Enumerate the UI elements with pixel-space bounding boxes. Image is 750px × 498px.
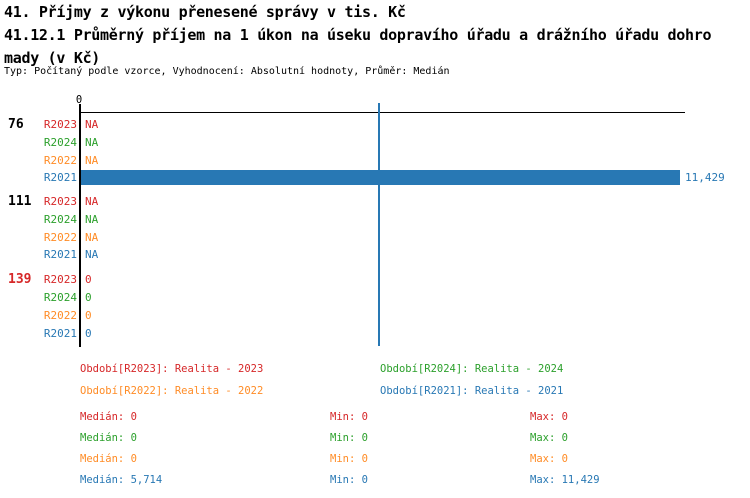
row-value: 0 <box>85 327 92 340</box>
stat-min-r2023: Min: 0 <box>330 411 368 423</box>
row-value: NA <box>85 231 99 244</box>
row-value: 0 <box>85 273 92 286</box>
chart-title-line1: 41. Příjmy z výkonu přenesené správy v t… <box>4 3 406 21</box>
median-guide-line <box>378 103 380 346</box>
stat-min-r2022: Min: 0 <box>330 453 368 465</box>
series-label: R2023 <box>43 195 77 208</box>
series-label: R2024 <box>43 213 77 226</box>
chart-row: R2022 NA <box>0 230 750 245</box>
series-label: R2021 <box>43 327 77 340</box>
chart-row: 111 R2023 NA <box>0 194 750 209</box>
legend-item-r2024: Období[R2024]: Realita - 2024 <box>380 363 564 375</box>
stat-max-r2024: Max: 0 <box>530 432 568 444</box>
row-value: NA <box>85 154 99 167</box>
row-value: 0 <box>85 291 92 304</box>
row-value: 0 <box>85 309 92 322</box>
series-label: R2022 <box>43 154 77 167</box>
legend-item-r2021: Období[R2021]: Realita - 2021 <box>380 385 564 397</box>
y-axis-line <box>79 104 81 347</box>
group-label-highlighted: 139 <box>8 272 32 287</box>
stat-median-r2022: Medián: 0 <box>80 453 137 465</box>
chart-title-line3: mady (v Kč) <box>4 49 101 67</box>
row-value: NA <box>85 213 99 226</box>
chart-row: R2021 0 <box>0 326 750 341</box>
stat-max-r2022: Max: 0 <box>530 453 568 465</box>
chart-row: 139 R2023 0 <box>0 272 750 287</box>
x-axis-line <box>80 112 685 113</box>
group-label: 111 <box>8 194 32 209</box>
series-label: R2024 <box>43 291 77 304</box>
row-value: NA <box>85 195 99 208</box>
chart-meta-line: Typ: Počítaný podle vzorce, Vyhodnocení:… <box>4 66 450 77</box>
series-label: R2022 <box>43 309 77 322</box>
value-bar <box>81 170 680 185</box>
stat-min-r2021: Min: 0 <box>330 474 368 486</box>
chart-row: R2024 NA <box>0 135 750 150</box>
stat-min-r2024: Min: 0 <box>330 432 368 444</box>
series-label: R2023 <box>43 273 77 286</box>
row-value: NA <box>85 118 99 131</box>
stat-median-r2023: Medián: 0 <box>80 411 137 423</box>
chart-row: R2022 NA <box>0 153 750 168</box>
chart-row: R2021 NA <box>0 247 750 262</box>
series-label: R2024 <box>43 136 77 149</box>
group-label: 76 <box>8 117 24 132</box>
stat-max-r2023: Max: 0 <box>530 411 568 423</box>
legend-item-r2023: Období[R2023]: Realita - 2023 <box>80 363 264 375</box>
chart-row: 76 R2023 NA <box>0 117 750 132</box>
stat-median-r2024: Medián: 0 <box>80 432 137 444</box>
series-label: R2021 <box>43 248 77 261</box>
chart-row: R2024 0 <box>0 290 750 305</box>
series-label: R2023 <box>43 118 77 131</box>
chart-title-line2: 41.12.1 Průměrný příjem na 1 úkon na úse… <box>4 26 712 44</box>
chart-row: R2022 0 <box>0 308 750 323</box>
stat-median-r2021: Medián: 5,714 <box>80 474 163 486</box>
chart-row: R2024 NA <box>0 212 750 227</box>
series-label: R2022 <box>43 231 77 244</box>
chart-row: R2021 11,429 <box>0 170 750 185</box>
series-label: R2021 <box>43 171 77 184</box>
legend-item-r2022: Období[R2022]: Realita - 2022 <box>80 385 264 397</box>
x-axis-zero-tick-label: 0 <box>75 94 83 106</box>
row-value: NA <box>85 136 99 149</box>
row-value: NA <box>85 248 99 261</box>
stat-max-r2021: Max: 11,429 <box>530 474 600 486</box>
bar-value-label: 11,429 <box>685 171 725 184</box>
